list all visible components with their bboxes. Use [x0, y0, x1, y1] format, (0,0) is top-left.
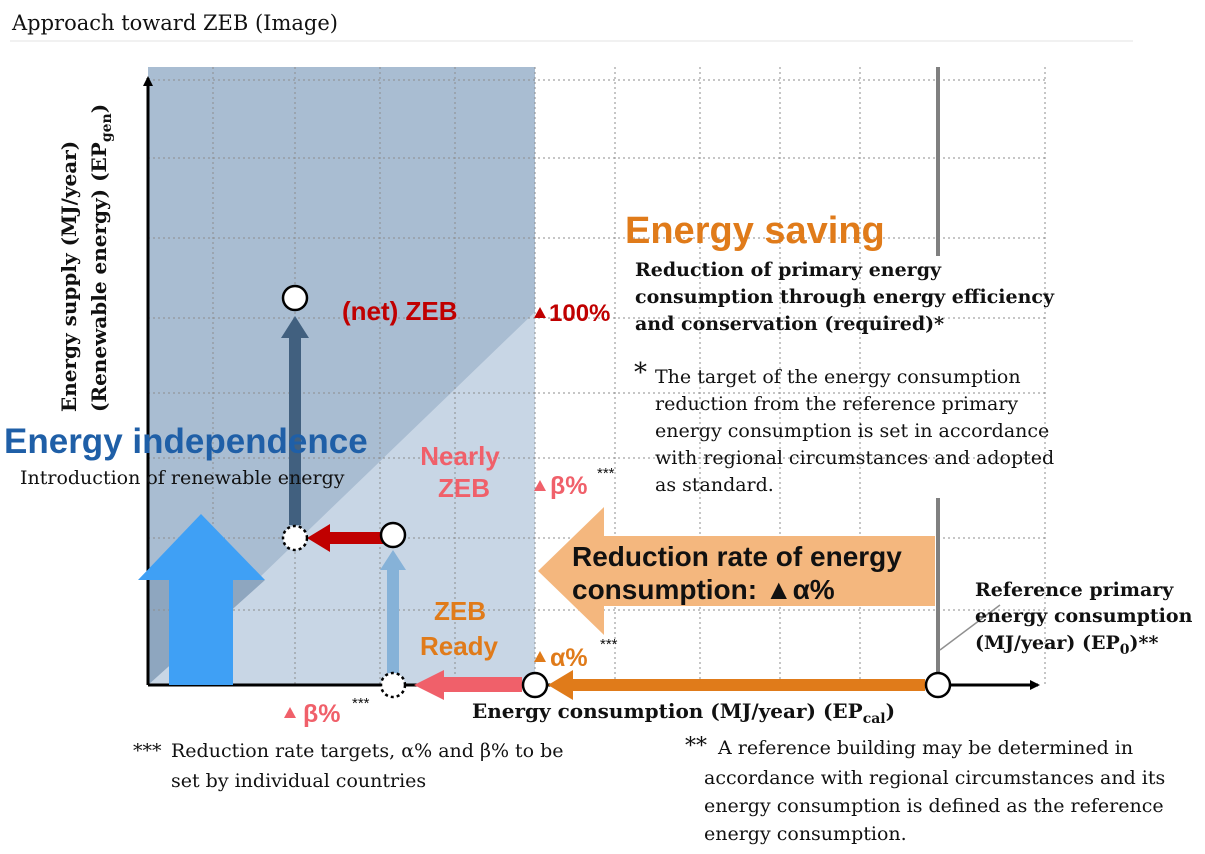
svg-text:consumption through energy eff: consumption through energy efficiency — [635, 286, 1055, 308]
reduction-rate-arrow — [538, 507, 935, 635]
nearly-zeb-point — [379, 521, 407, 549]
energy-independence-heading: Energy independence — [4, 422, 368, 461]
svg-text:(Renewable energy) (EPgen): (Renewable energy) (EPgen) — [87, 104, 115, 412]
svg-text:and conservation (required)*: and conservation (required)* — [635, 313, 944, 335]
triangle-beta-right-icon — [534, 480, 546, 491]
reference-leader-line — [939, 604, 1001, 651]
net-zeb-region — [148, 67, 535, 685]
zeb-ready-arrow-shaft — [440, 677, 522, 692]
svg-text:Reduction rate targets, α% and: Reduction rate targets, α% and β% to be — [171, 740, 564, 762]
svg-text:energy consumption is set in a: energy consumption is set in accordance — [655, 420, 1049, 442]
nearly-zeb-target-point — [281, 524, 309, 552]
energy-saving-arrow-head — [548, 670, 573, 700]
nearly-zeb-arrow-shaft — [387, 568, 399, 673]
triangle-alpha-icon — [534, 651, 546, 662]
nearly-zeb-to-net-arrow-shaft — [327, 532, 383, 544]
triangle-100-icon — [534, 307, 546, 318]
svg-text:Reference primary: Reference primary — [975, 579, 1174, 601]
footnote-double: A reference building may be determined i… — [704, 737, 1165, 845]
x-axis-label: Energy consumption (MJ/year) (EPcal) — [472, 699, 895, 727]
marker-beta-right-asterisks: *** — [597, 465, 615, 482]
nearly-zeb-label-line1: Nearly — [420, 441, 500, 471]
marker-alpha: α% — [550, 644, 588, 672]
net-zeb-label: (net) ZEB — [342, 296, 458, 326]
svg-text:The target of the energy consu: The target of the energy consumption — [655, 366, 1021, 388]
page-title: Approach toward ZEB (Image) — [11, 11, 338, 35]
svg-text:energy consumption is defined: energy consumption is defined as the ref… — [704, 795, 1164, 817]
svg-text:Reduction of primary energy: Reduction of primary energy — [635, 259, 942, 281]
svg-text:set by individual countries: set by individual countries — [171, 770, 426, 792]
nearly-zeb-to-net-arrow-head — [307, 524, 330, 552]
reduction-rate-line1: Reduction rate of energy — [572, 541, 902, 572]
energy-saving-heading: Energy saving — [625, 210, 885, 252]
reduction-rate-line2: consumption: ▲α% — [572, 574, 835, 605]
net-zeb-arrow-head — [281, 316, 309, 338]
zeb-ready-label-line2: Ready — [420, 631, 499, 661]
footnote-double-mark: ** — [685, 734, 707, 759]
y-axis-label: Energy supply (MJ/year) (Renewable energ… — [57, 104, 115, 412]
marker-beta-right: β% — [550, 472, 588, 500]
footnote-triple: Reduction rate targets, α% and β% to be … — [171, 740, 564, 792]
energy-saving-arrow-shaft — [570, 679, 925, 691]
net-zeb-arrow-shaft — [289, 337, 301, 525]
svg-text:energy consumption.: energy consumption. — [704, 823, 907, 845]
nearly-zeb-label-line2: ZEB — [438, 473, 490, 503]
energy-saving-note: The target of the energy consumption red… — [655, 366, 1054, 496]
marker-beta-bottom-asterisks: *** — [352, 695, 370, 712]
svg-text:Energy supply (MJ/year): Energy supply (MJ/year) — [57, 141, 81, 412]
marker-100-percent: 100% — [549, 300, 610, 327]
svg-text:A reference building may be de: A reference building may be determined i… — [717, 737, 1133, 759]
reference-point — [924, 671, 952, 699]
svg-text:with regional circumstances an: with regional circumstances and adopted — [655, 447, 1054, 469]
energy-saving-description: Reduction of primary energy consumption … — [635, 259, 1055, 335]
footnote-triple-mark: *** — [133, 740, 162, 762]
svg-text:reduction from the reference p: reduction from the reference primary — [655, 393, 1018, 415]
energy-independence-subtitle: Introduction of renewable energy — [20, 467, 345, 489]
triangle-beta-bottom-icon — [284, 707, 296, 718]
zeb-ready-arrow-head — [414, 670, 444, 700]
energy-saving-note-mark: * — [634, 358, 647, 388]
svg-text:energy consumption: energy consumption — [975, 605, 1193, 627]
svg-text:(MJ/year) (EP0)**: (MJ/year) (EP0)** — [975, 632, 1158, 658]
svg-text:as standard.: as standard. — [655, 474, 774, 496]
marker-beta-bottom: β% — [303, 700, 341, 728]
reference-label: Reference primary energy consumption (MJ… — [975, 579, 1193, 658]
zeb-ready-label-line1: ZEB — [434, 596, 486, 626]
zeb-ready-target-point — [379, 671, 407, 699]
marker-alpha-asterisks: *** — [600, 636, 618, 653]
svg-text:accordance with regional circu: accordance with regional circumstances a… — [704, 767, 1165, 789]
zeb-ready-point — [521, 671, 549, 699]
nearly-zeb-arrow-head — [380, 550, 406, 570]
net-zeb-point — [281, 284, 309, 312]
renewable-energy-arrow — [138, 514, 265, 685]
